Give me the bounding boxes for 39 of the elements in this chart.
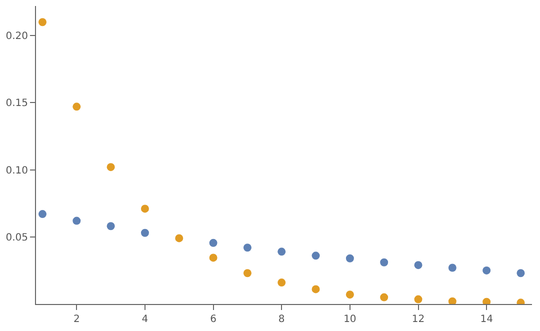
x-tick-label: 4 (142, 314, 148, 325)
point (175, 234, 184, 242)
x-tick-label: 2 (73, 314, 80, 325)
x-tick-label: 12 (412, 314, 425, 325)
point (140, 204, 149, 213)
x-tick-label: 14 (480, 314, 493, 325)
point (482, 266, 491, 274)
point (72, 102, 81, 111)
point (209, 238, 218, 247)
point (278, 248, 286, 256)
point (209, 254, 218, 262)
x-tick-label: 10 (344, 314, 356, 325)
point (312, 285, 320, 294)
point (346, 290, 354, 299)
point (243, 244, 252, 252)
point (243, 269, 252, 278)
point (414, 261, 422, 270)
point (516, 269, 525, 278)
point (380, 258, 388, 266)
point (140, 228, 149, 237)
point (380, 293, 388, 302)
point (106, 222, 115, 230)
point (38, 18, 46, 26)
y-tick-label: 0.20 (6, 31, 28, 42)
point (414, 295, 422, 304)
point (278, 278, 286, 287)
point (312, 252, 320, 260)
point (72, 216, 81, 225)
y-tick-label: 0.15 (6, 98, 28, 110)
point (448, 264, 456, 272)
point (482, 298, 491, 304)
y-tick-label: 0.05 (6, 232, 28, 244)
point (106, 163, 115, 172)
point (346, 254, 354, 262)
y-tick-label: 0.10 (6, 165, 28, 176)
x-tick-label: 8 (278, 314, 285, 325)
point (38, 210, 46, 218)
point (448, 297, 456, 304)
x-tick-label: 6 (210, 314, 216, 325)
